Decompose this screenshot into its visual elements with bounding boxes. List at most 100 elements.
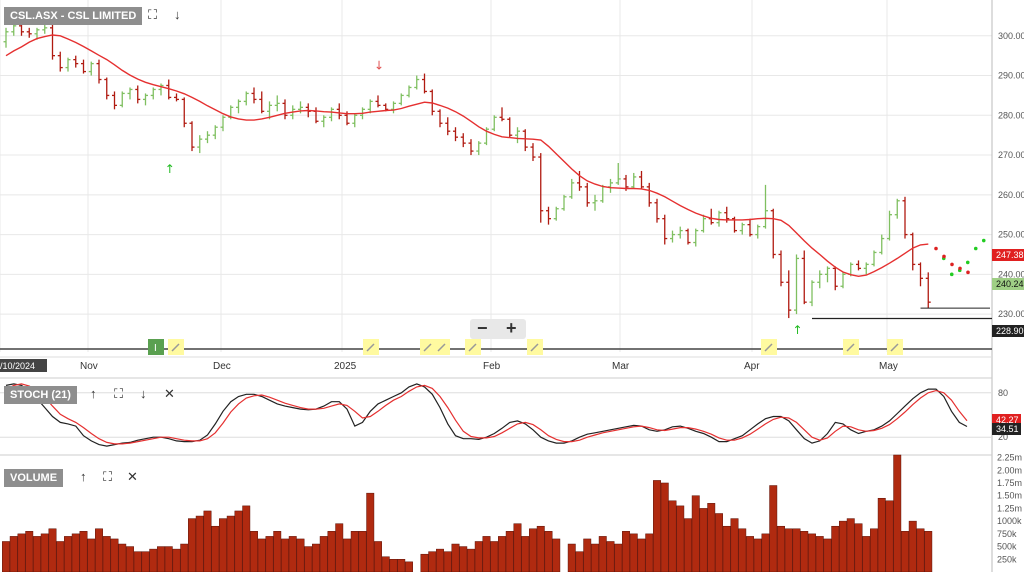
volume-bar <box>257 538 266 572</box>
announcement-pencil-icon <box>171 343 180 352</box>
volume-bar <box>110 538 119 572</box>
volume-bar <box>211 525 220 572</box>
volume-bar <box>877 497 886 572</box>
projection-dot-down <box>950 262 954 267</box>
volume-bar <box>219 518 227 572</box>
volume-bar <box>436 548 444 572</box>
arrow-down-icon[interactable]: ↓ <box>140 386 147 401</box>
sell-arrow-icon: ↓ <box>374 59 384 73</box>
volume-bar <box>335 523 344 572</box>
volume-bar <box>428 551 437 572</box>
volume-bar <box>265 536 274 572</box>
volume-bar <box>33 536 41 572</box>
volume-bar <box>668 500 677 572</box>
volume-bar <box>133 551 142 572</box>
projection-dot-up <box>965 260 970 265</box>
stoch-d-line <box>5 383 968 445</box>
volume-bar <box>467 548 475 572</box>
volume-bar <box>792 528 801 572</box>
volume-bar <box>521 536 530 572</box>
expand-icon[interactable]: ⛶ <box>103 469 113 484</box>
volume-bar <box>343 538 351 572</box>
volume-bar <box>304 546 313 572</box>
close-icon[interactable]: ✕ <box>164 386 175 401</box>
volume-bar <box>637 538 646 572</box>
volume-bar <box>622 531 630 572</box>
volume-bar <box>715 513 723 572</box>
volume-bar <box>242 505 251 572</box>
volume-bar <box>405 561 413 572</box>
plus-icon[interactable]: + <box>506 318 517 338</box>
volume-bar <box>420 553 429 572</box>
volume-bar <box>660 482 669 572</box>
volume-bar <box>536 525 545 572</box>
volume-bar <box>312 543 320 572</box>
y-tick-label: 250k <box>997 554 1017 564</box>
volume-bar <box>854 523 863 572</box>
volume-bar <box>769 485 778 572</box>
volume-bar <box>901 531 909 572</box>
volume-bar <box>141 551 150 572</box>
volume-bar <box>397 559 406 572</box>
volume-bar <box>761 533 770 572</box>
volume-bar <box>753 538 762 572</box>
y-tick-label: 230.00 <box>998 309 1024 319</box>
y-tick-label: 2.25m <box>997 453 1022 463</box>
volume-bar <box>482 536 491 572</box>
date-badge <box>0 359 47 372</box>
y-tick-label: 1.25m <box>997 503 1022 513</box>
x-tick-label: Feb <box>483 361 501 372</box>
volume-bar <box>188 518 196 572</box>
minus-icon[interactable]: − <box>477 318 488 338</box>
volume-bar <box>56 541 65 572</box>
x-tick-label: /10/2024 <box>0 361 35 371</box>
volume-bar <box>64 536 72 572</box>
volume-bar <box>281 538 289 572</box>
volume-bar <box>552 538 561 572</box>
volume-bar <box>699 508 708 572</box>
volume-bar <box>226 515 235 572</box>
announcement-pencil-icon <box>890 343 899 352</box>
volume-bar <box>575 551 584 572</box>
expand-icon[interactable]: ⛶ <box>114 386 124 401</box>
announcement-pencil-icon <box>366 343 375 352</box>
volume-bar <box>451 543 460 572</box>
close-icon[interactable]: ✕ <box>127 469 138 484</box>
arrow-up-icon[interactable]: ↑ <box>90 386 97 401</box>
volume-bar <box>490 541 499 572</box>
projection-dot-down <box>934 246 938 251</box>
volume-bar <box>645 533 654 572</box>
volume-bar <box>102 536 111 572</box>
stoch-k-line <box>5 383 968 447</box>
y-tick-label: 500k <box>997 542 1017 552</box>
arrow-up-icon[interactable]: ↑ <box>80 469 87 484</box>
announcement-pencil-icon <box>423 343 432 352</box>
price-tag-green: 240.24 <box>992 278 1024 290</box>
stoch-tag-k: 34.51 <box>992 423 1021 435</box>
expand-icon[interactable]: ⛶ <box>148 7 158 22</box>
volume-bar <box>195 515 204 572</box>
volume-bar <box>288 536 297 572</box>
volume-bar <box>862 536 871 572</box>
volume-bar <box>17 533 26 572</box>
volume-bar <box>591 543 599 572</box>
volume-bar <box>684 518 692 572</box>
y-tick-label: 1.75m <box>997 478 1022 488</box>
y-tick-label: 750k <box>997 529 1017 539</box>
volume-bar <box>893 454 902 572</box>
volume-bar <box>722 525 731 572</box>
x-tick-label: Mar <box>612 361 630 372</box>
volume-bar <box>513 523 522 572</box>
main-chart-title: CSL.ASX - CSL LIMITED <box>4 7 143 25</box>
x-tick-label: Nov <box>80 361 98 372</box>
volume-panel-title: VOLUME <box>4 469 64 487</box>
buy-arrow-icon: ↑ <box>165 162 175 176</box>
volume-bar <box>505 531 514 572</box>
chevron-down-icon[interactable]: ↓ <box>174 7 181 22</box>
volume-bar <box>9 536 18 572</box>
volume-bar <box>234 510 243 572</box>
buy-arrow-icon: ↑ <box>793 323 803 337</box>
y-tick-label: 240.00 <box>998 269 1024 279</box>
volume-bar <box>358 531 367 572</box>
zoom-control: − + <box>470 318 526 339</box>
